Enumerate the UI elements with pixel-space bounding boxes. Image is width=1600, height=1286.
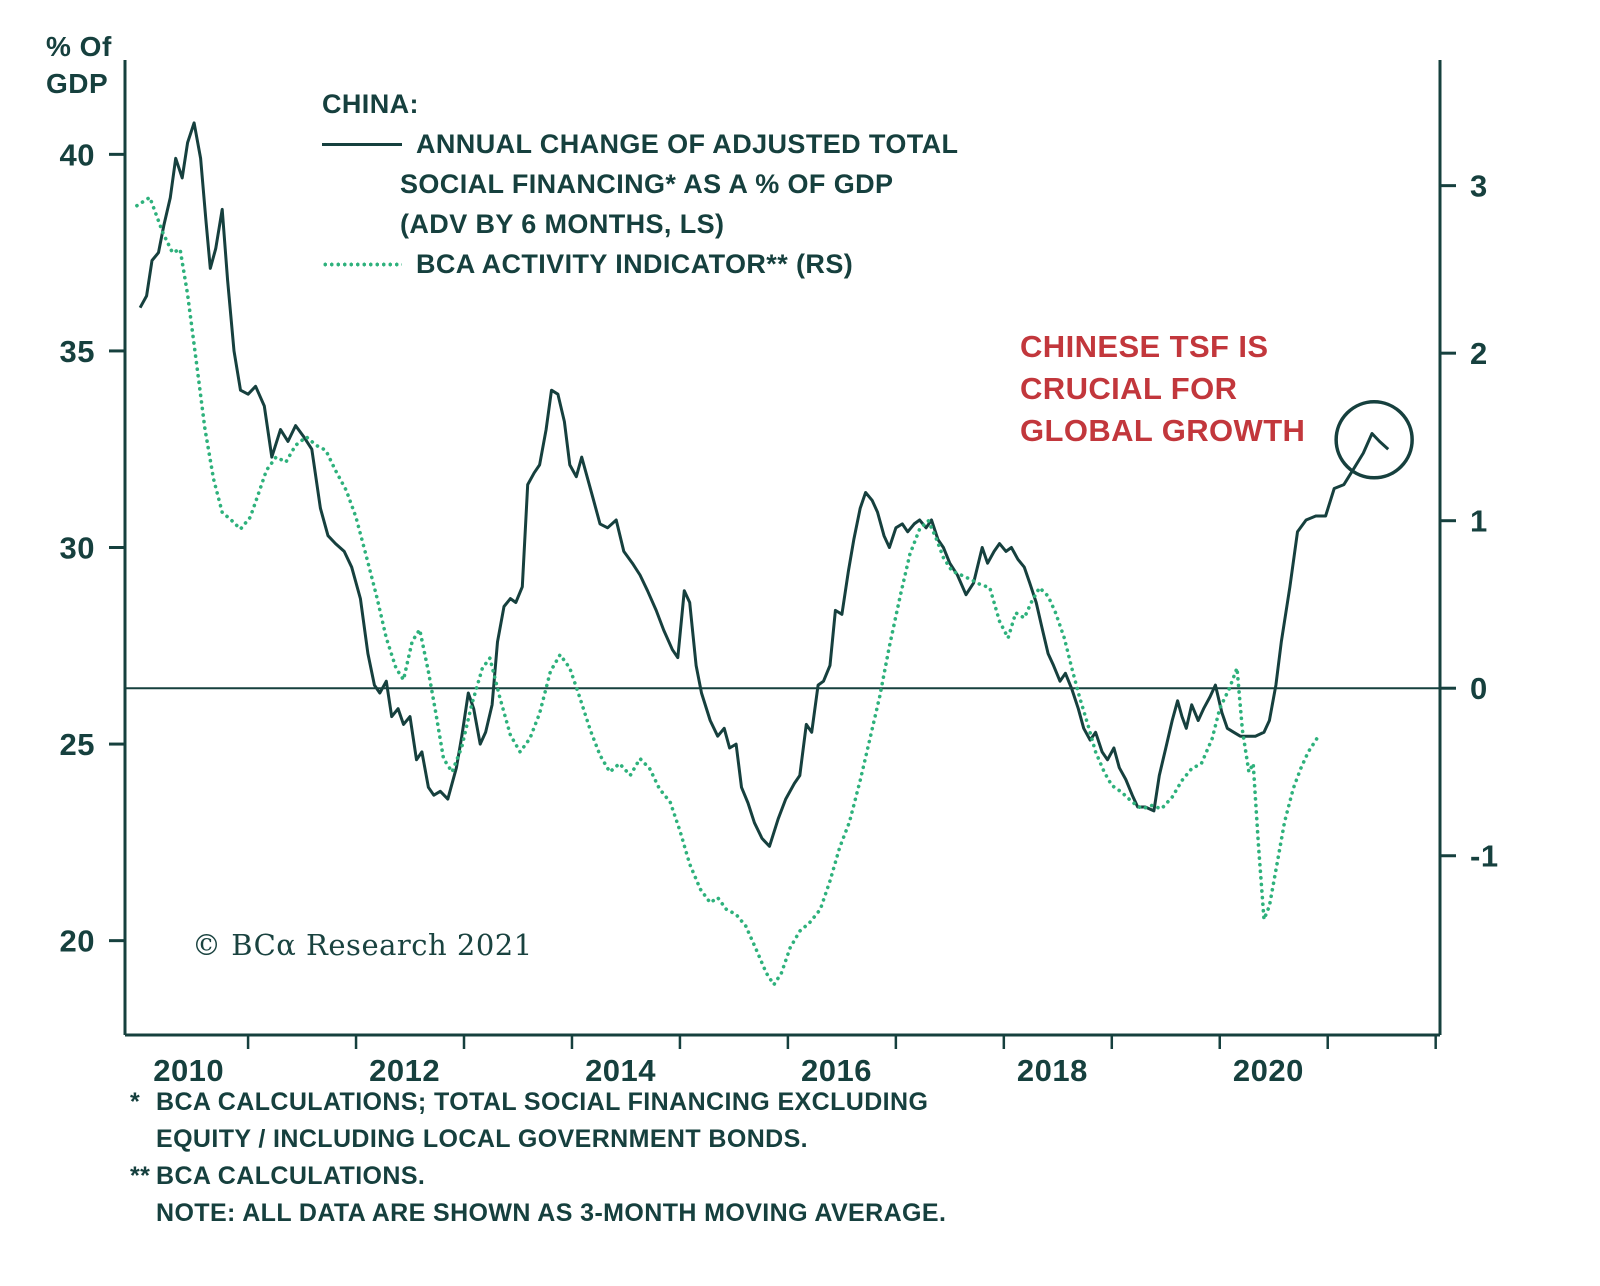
right-tick-label: 2	[1470, 336, 1488, 371]
left-axis-unit-line1: % Of	[46, 31, 112, 62]
footnote-2-marker: **	[130, 1162, 151, 1190]
activity-line	[135, 194, 1319, 989]
callout-line1: CHINESE TSF IS	[1020, 329, 1269, 364]
left-axis-unit-line2: GDP	[46, 68, 109, 99]
right-tick-label: 1	[1470, 504, 1488, 539]
footnotes: * BCA CALCULATIONS; TOTAL SOCIAL FINANCI…	[130, 1084, 946, 1232]
callout-text: CHINESE TSF IS CRUCIAL FOR GLOBAL GROWTH	[1020, 326, 1305, 452]
callout-line2: CRUCIAL FOR	[1020, 371, 1238, 406]
legend-row-tsf: ANNUAL CHANGE OF ADJUSTED TOTAL	[322, 124, 958, 164]
footnote-2-line2: NOTE: ALL DATA ARE SHOWN AS 3-MONTH MOVI…	[156, 1199, 947, 1227]
right-tick-label: -1	[1470, 839, 1499, 874]
x-tick-label: 2016	[801, 1053, 872, 1088]
footnote-1-line1: BCA CALCULATIONS; TOTAL SOCIAL FINANCING…	[156, 1088, 929, 1116]
left-tick-label: 40	[60, 137, 95, 172]
footnote-1: * BCA CALCULATIONS; TOTAL SOCIAL FINANCI…	[130, 1084, 946, 1158]
legend-row-activity: BCA ACTIVITY INDICATOR** (RS)	[322, 244, 958, 284]
left-axis-unit-label: % Of GDP	[46, 28, 112, 102]
end-circle-annotation	[1334, 400, 1414, 480]
x-tick-label: 2012	[369, 1053, 440, 1088]
legend-tsf-line2: SOCIAL FINANCING* AS A % OF GDP	[400, 169, 894, 199]
x-tick-label: 2014	[585, 1053, 656, 1088]
x-tick-label: 2020	[1233, 1053, 1304, 1088]
tsf-line	[138, 121, 1390, 848]
legend: CHINA: ANNUAL CHANGE OF ADJUSTED TOTAL S…	[322, 84, 958, 284]
x-tick-label: 2010	[153, 1053, 224, 1088]
solid-line-sample-icon	[322, 142, 402, 146]
copyright-watermark: © BCα Research 2021	[192, 928, 533, 962]
legend-activity-label: BCA ACTIVITY INDICATOR** (RS)	[416, 249, 854, 279]
left-tick-label: 25	[60, 727, 95, 762]
footnote-1-marker: *	[130, 1088, 141, 1116]
dotted-line-sample-icon	[322, 261, 402, 267]
left-tick-label: 20	[60, 924, 95, 959]
callout-line3: GLOBAL GROWTH	[1020, 413, 1306, 448]
left-tick-label: 35	[60, 334, 95, 369]
left-tick-label: 30	[60, 531, 95, 566]
footnote-2-line1: BCA CALCULATIONS.	[156, 1162, 426, 1190]
legend-tsf-line1: ANNUAL CHANGE OF ADJUSTED TOTAL	[416, 129, 959, 159]
footnote-2: ** BCA CALCULATIONS. NOTE: ALL DATA ARE …	[130, 1158, 946, 1232]
right-tick-label: 0	[1470, 671, 1488, 706]
legend-tsf-line3: (ADV BY 6 MONTHS, LS)	[400, 209, 725, 239]
legend-title: CHINA:	[322, 89, 419, 119]
right-tick-label: 3	[1470, 169, 1488, 204]
footnote-1-line2: EQUITY / INCLUDING LOCAL GOVERNMENT BOND…	[156, 1125, 809, 1153]
x-tick-label: 2018	[1017, 1053, 1088, 1088]
